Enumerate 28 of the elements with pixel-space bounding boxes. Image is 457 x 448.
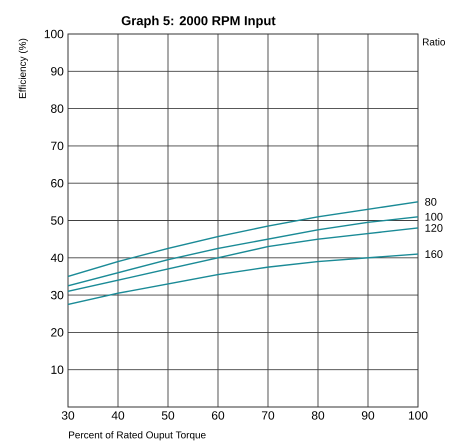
x-tick-label: 40 [112, 411, 124, 420]
series-label: 160 [426, 250, 443, 258]
x-tick-label: 90 [362, 411, 374, 420]
y-tick-label: 50 [51, 216, 64, 225]
line-series [67, 201, 419, 278]
y-tick-label: 20 [51, 328, 64, 337]
x-tick-label: 80 [312, 411, 324, 420]
line-series [67, 227, 419, 292]
y-tick-label: 40 [50, 254, 64, 262]
y-tick-label: 70 [51, 142, 64, 150]
y-tick-label: 30 [50, 290, 64, 300]
legend-title: Ratio [422, 38, 446, 46]
x-tick-label: 100 [408, 411, 428, 420]
y-tick-label: 100 [44, 30, 64, 38]
series-label: 80 [425, 198, 436, 206]
x-tick-label: 50 [162, 411, 174, 420]
y-axis-title: Efficiency (%) [18, 38, 28, 98]
x-tick-label: 70 [262, 411, 274, 420]
y-tick-label: 90 [51, 67, 64, 76]
y-tick-label: 80 [51, 104, 64, 113]
y-tick-label: 10 [51, 365, 64, 374]
chart-title: Graph 5: 2000 RPM Input [122, 16, 276, 28]
y-tick-label: 60 [51, 178, 64, 188]
x-axis-title: Percent of Rated Ouput Torque [69, 431, 206, 440]
series-label: 120 [426, 224, 443, 232]
x-tick-label: 30 [62, 411, 74, 420]
x-tick-label: 60 [212, 411, 224, 420]
series-label: 100 [426, 212, 443, 221]
